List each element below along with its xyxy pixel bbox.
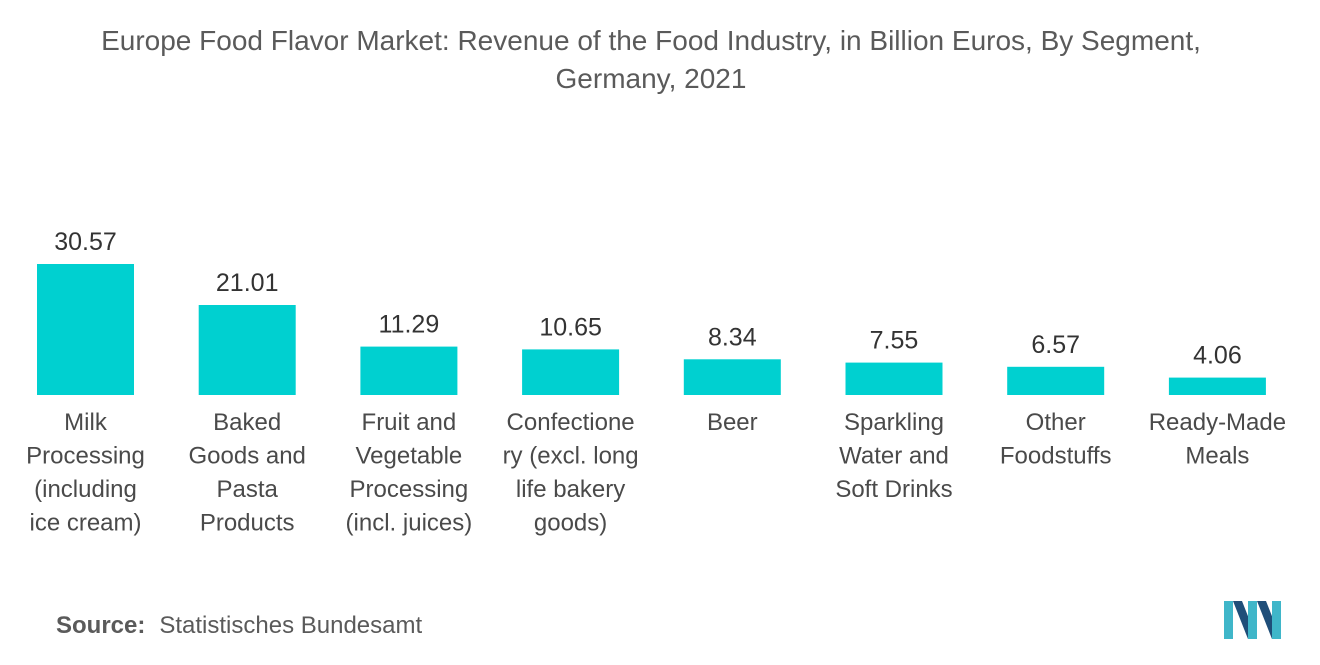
source-text: Statistisches Bundesamt bbox=[159, 612, 423, 639]
chart-title-line-1: Europe Food Flavor Market: Revenue of th… bbox=[101, 25, 1201, 56]
value-label-3: 10.65 bbox=[539, 313, 602, 341]
chart-title: Europe Food Flavor Market: Revenue of th… bbox=[20, 22, 1282, 98]
bar-4 bbox=[683, 359, 781, 395]
category-label-0: Milk Processing (including ice cream) bbox=[26, 409, 145, 537]
bar-5 bbox=[845, 362, 943, 395]
value-label-4: 8.34 bbox=[708, 323, 757, 351]
value-label-7: 4.06 bbox=[1193, 342, 1242, 370]
bar-7 bbox=[1168, 377, 1266, 395]
category-label-2: Fruit and Vegetable Processing (incl. juice… bbox=[346, 409, 473, 537]
bar-chart: 30.57 Milk Processing (including ice cream) 2… bbox=[26, 228, 1286, 537]
category-label-1: Baked Goods and Pasta Products bbox=[188, 409, 305, 537]
category-label-7: Ready-Made Meals bbox=[1149, 409, 1286, 470]
value-label-2: 11.29 bbox=[379, 311, 440, 339]
category-label-5: Sparkling Water and Soft Drinks bbox=[835, 409, 952, 503]
value-label-0: 30.57 bbox=[54, 228, 117, 256]
value-label-5: 7.55 bbox=[870, 327, 919, 355]
bar-2 bbox=[360, 346, 458, 395]
source-note: Source: Statistisches Bundesamt bbox=[56, 612, 422, 640]
bar-3 bbox=[522, 349, 620, 395]
bar-0 bbox=[37, 264, 134, 395]
chart-title-line-2: Germany, 2021 bbox=[555, 63, 747, 94]
mordor-intelligence-logo-icon bbox=[1224, 601, 1281, 639]
category-label-4: Beer bbox=[707, 409, 758, 436]
value-label-6: 6.57 bbox=[1031, 331, 1080, 359]
category-label-6: Other Foodstuffs bbox=[1000, 409, 1112, 470]
value-label-1: 21.01 bbox=[216, 269, 279, 297]
category-label-3: Confectione ry (excl. long life bakery good… bbox=[503, 409, 639, 537]
bar-1 bbox=[198, 305, 296, 395]
bar-6 bbox=[1007, 366, 1105, 395]
source-label: Source: bbox=[56, 612, 146, 639]
